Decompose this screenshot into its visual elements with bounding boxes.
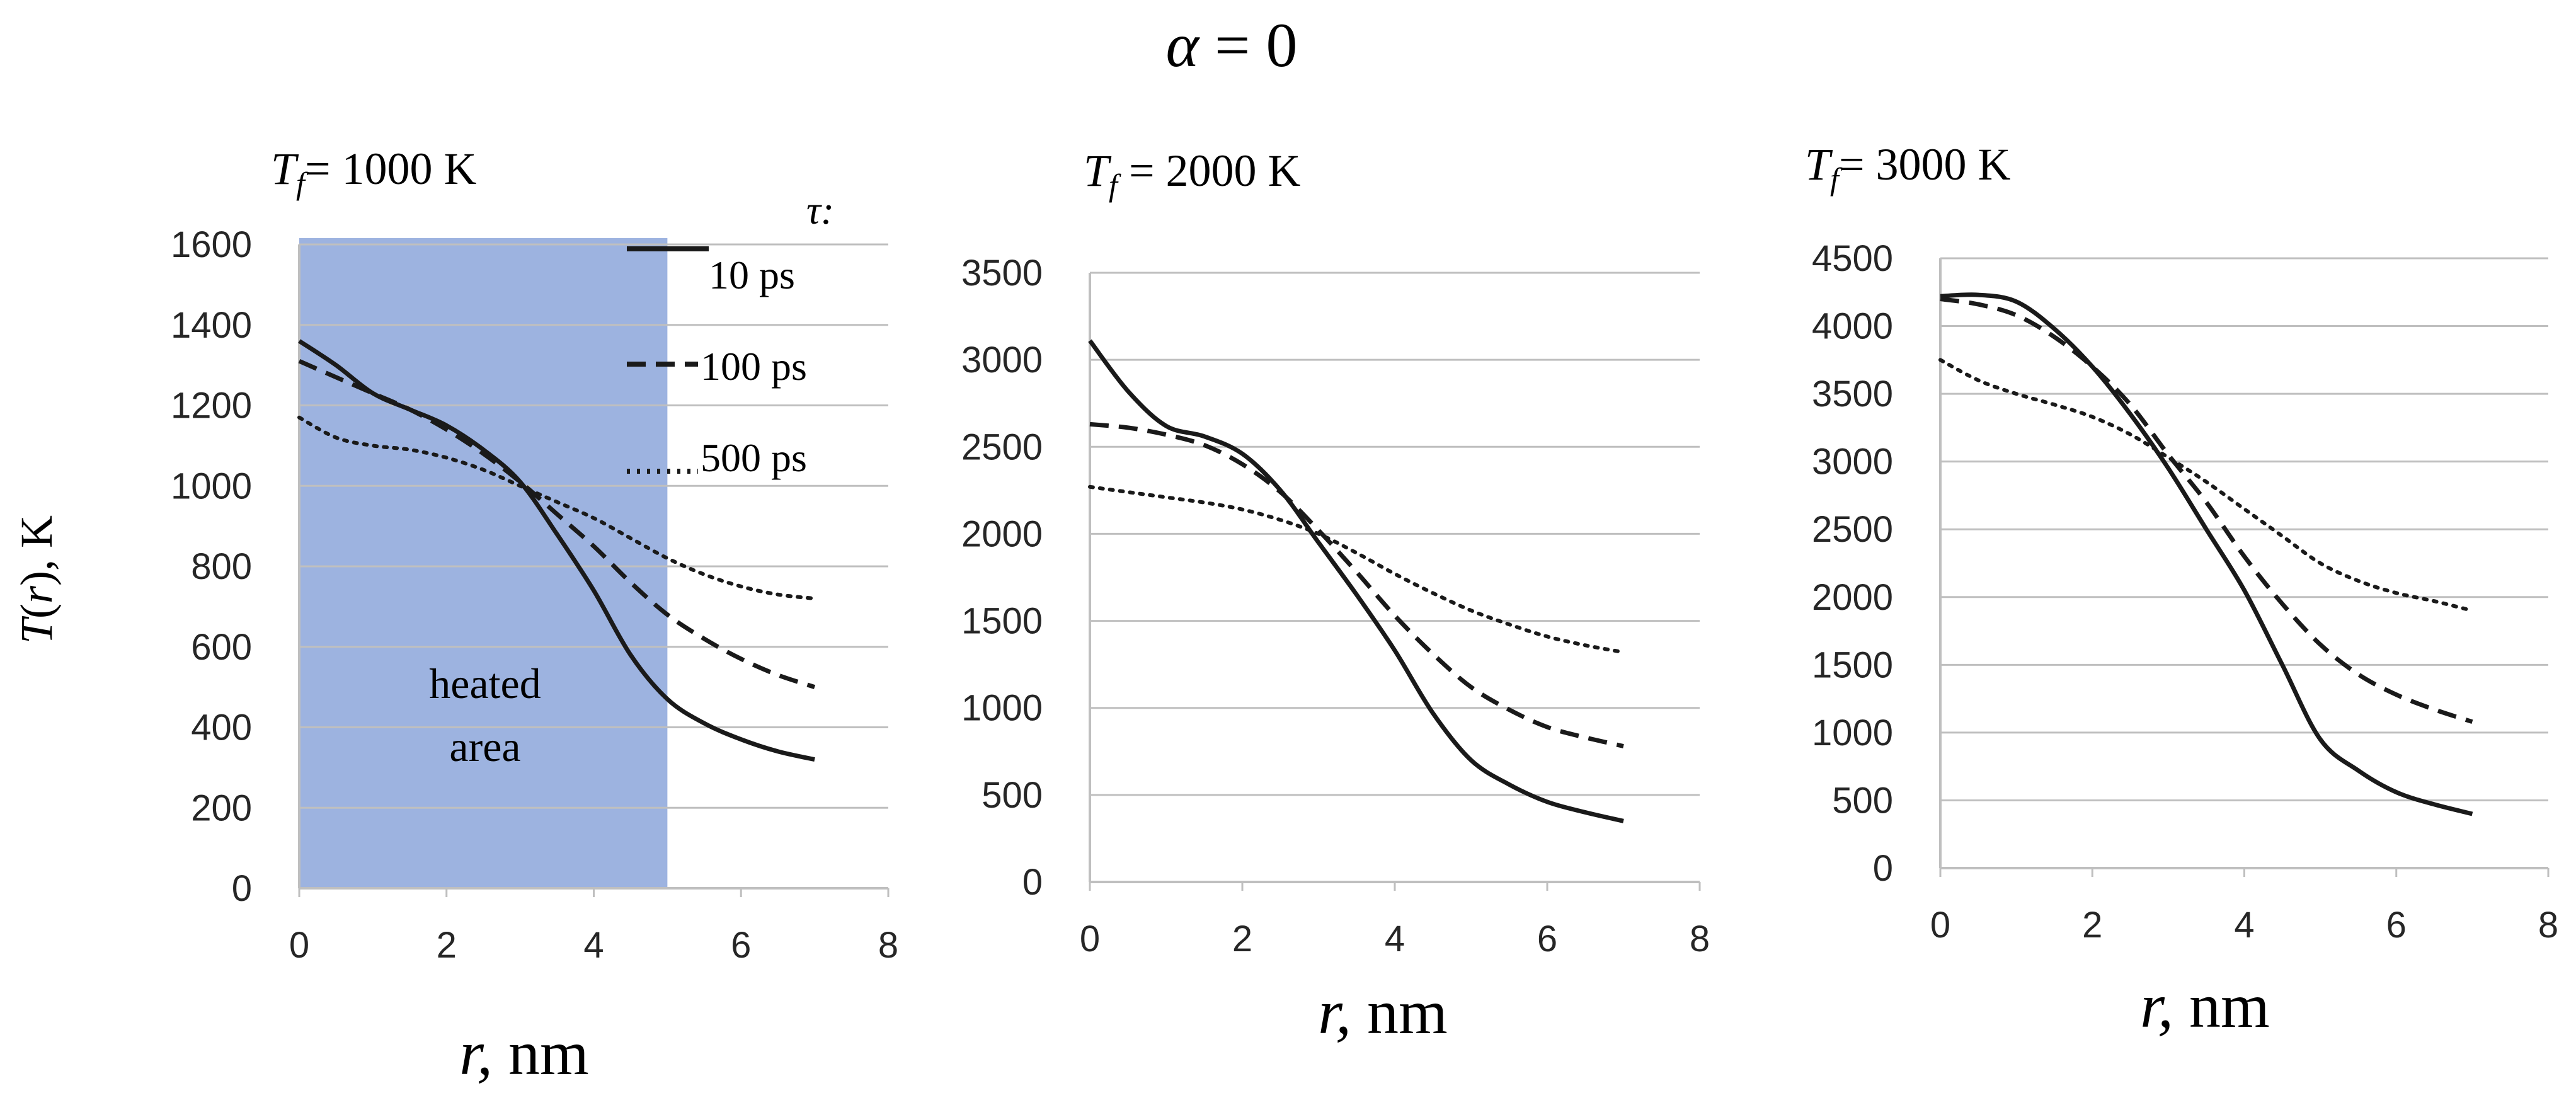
x-tick-label: 8 <box>2538 905 2558 946</box>
y-tick-label: 400 <box>191 707 252 748</box>
series-line-500ps <box>1088 484 1625 655</box>
y-tick-label: 3500 <box>1812 374 1893 415</box>
y-tick-label: 600 <box>191 627 252 668</box>
heated-area-label-line2: area <box>449 723 520 770</box>
figure-title: α = 0 <box>1166 10 1298 80</box>
y-tick-label: 4500 <box>1812 238 1893 279</box>
y-tick-label: 200 <box>191 787 252 828</box>
chart-panel-tf-2000: 0 500 1000 1500 2000 2500 3000 3500 0 2 4 6 8 Tf = 2… <box>961 146 1710 1047</box>
x-tick-label: 4 <box>583 925 604 966</box>
series-line-10ps <box>1940 292 2473 816</box>
legend-label-10ps: 10 ps <box>709 253 795 297</box>
y-tick-label: 4000 <box>1812 306 1893 347</box>
legend-title: τ: <box>806 188 834 232</box>
y-tick-label: 1400 <box>171 305 252 346</box>
x-tick-label: 6 <box>1537 918 1557 959</box>
plot-area-1: 0 500 1000 1500 2000 2500 3000 3500 0 2 4 6 8 <box>961 253 1710 959</box>
y-tick-label: 800 <box>191 546 252 587</box>
y-tick-label: 1000 <box>171 466 252 506</box>
plot-area-0: 0 200 400 600 800 1000 1200 1400 1600 0 2 4 6 8 <box>171 224 898 966</box>
chart-panel-tf-1000: 0 200 400 600 800 1000 1200 1400 1600 0 2 4 6 8 Tf= 1… <box>171 144 898 1088</box>
x-tick-label: 0 <box>289 925 309 966</box>
series-line-10ps <box>1088 339 1624 823</box>
x-tick-label: 2 <box>437 925 457 966</box>
x-tick-label: 6 <box>2386 905 2407 946</box>
x-axis-label-1000: r, nm <box>459 1018 589 1088</box>
panel-title-1000: Tf= 1000 K <box>271 144 477 201</box>
y-axis-label: T(r), K <box>11 515 62 644</box>
legend-label-100ps: 100 ps <box>701 344 807 389</box>
heated-area-region <box>299 238 668 888</box>
y-tick-label: 1200 <box>171 386 252 426</box>
series-line-500ps <box>1938 358 2475 613</box>
y-tick-label: 2000 <box>1812 577 1893 618</box>
chart-panel-tf-3000: 0 500 1000 1500 2000 2500 3000 3500 4000 4500 0 2 4 6… <box>1805 139 2558 1041</box>
series-line-100ps <box>1940 297 2473 724</box>
plot-area-2: 0 500 1000 1500 2000 2500 3000 3500 4000 4500 0 2 4 6… <box>1812 238 2558 946</box>
y-tick-label: 2500 <box>1812 509 1893 550</box>
y-tick-label: 3000 <box>1812 442 1893 483</box>
heated-area-label-line1: heated <box>429 660 541 707</box>
y-tick-label: 1000 <box>1812 712 1893 753</box>
x-axis-label-2000: r, nm <box>1318 977 1448 1047</box>
series-line-500ps <box>297 415 817 601</box>
x-tick-label: 2 <box>1232 918 1252 959</box>
y-tick-label: 1600 <box>171 224 252 265</box>
x-tick-label: 8 <box>1690 918 1710 959</box>
x-tick-label: 6 <box>731 925 751 966</box>
panel-title-2000: Tf = 2000 K <box>1084 146 1301 203</box>
y-tick-label: 1500 <box>1812 644 1893 685</box>
y-tick-label: 2500 <box>961 426 1043 467</box>
series-line-100ps <box>1089 421 1624 748</box>
y-tick-label: 2000 <box>961 513 1043 554</box>
y-tick-label: 0 <box>1022 862 1043 903</box>
panel-title-3000: Tf= 3000 K <box>1805 139 2011 197</box>
x-tick-label: 8 <box>878 925 898 966</box>
y-tick-label: 0 <box>1873 848 1893 889</box>
x-tick-label: 0 <box>1930 905 1950 946</box>
x-tick-label: 0 <box>1080 918 1100 959</box>
y-tick-label: 3500 <box>961 253 1043 294</box>
x-tick-label: 4 <box>1385 918 1405 959</box>
y-tick-label: 1000 <box>961 688 1043 729</box>
y-tick-label: 500 <box>1832 780 1893 821</box>
series-line-100ps <box>298 359 816 689</box>
x-tick-label: 2 <box>2082 905 2102 946</box>
y-tick-label: 0 <box>232 868 252 909</box>
y-tick-label: 3000 <box>961 340 1043 381</box>
y-tick-label: 1500 <box>961 601 1043 642</box>
legend-label-500ps: 500 ps <box>701 435 807 480</box>
y-tick-label: 500 <box>982 775 1043 816</box>
x-axis-label-3000: r, nm <box>2140 971 2270 1041</box>
x-tick-label: 4 <box>2234 905 2254 946</box>
